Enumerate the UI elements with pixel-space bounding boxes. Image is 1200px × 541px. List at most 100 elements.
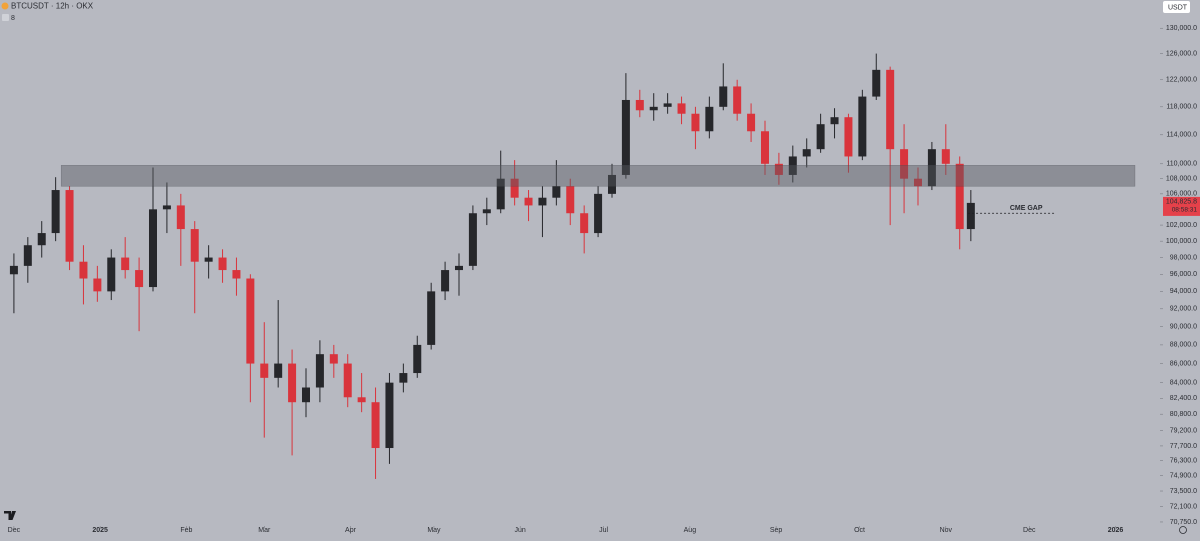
zone	[60, 165, 1136, 187]
x-tick-label: Dec	[8, 527, 21, 534]
candle-body	[844, 117, 853, 157]
candle-body	[329, 354, 338, 364]
candle-body	[232, 270, 241, 279]
candle-body	[218, 257, 227, 271]
y-tick-label: 108,000.0	[1166, 176, 1197, 183]
candle-body	[760, 131, 769, 164]
candle-body	[552, 186, 561, 198]
countdown-label: 08:58:31	[1172, 207, 1198, 214]
candle-body	[107, 257, 116, 292]
y-tick-label: 84,000.0	[1170, 379, 1197, 386]
candle-body	[955, 163, 964, 230]
y-tick-label: 88,000.0	[1170, 342, 1197, 349]
annotation-label: CME GAP	[1010, 205, 1043, 212]
clock-icon[interactable]	[1179, 526, 1187, 534]
candle-body	[260, 363, 269, 378]
chart-title: BTCUSDT · 12h · OKX	[11, 2, 94, 11]
candle-body	[607, 174, 616, 194]
candle-body	[691, 113, 700, 132]
candle-body	[176, 205, 185, 230]
candle-body	[927, 149, 936, 187]
y-tick-label: 73,500.0	[1170, 488, 1197, 495]
candle-body	[510, 178, 519, 198]
y-tick-label: 114,000.0	[1166, 132, 1197, 139]
candle-body	[246, 278, 255, 364]
candle-body	[580, 213, 589, 234]
candle-body	[496, 178, 505, 210]
currency-label: USDT	[1168, 4, 1188, 11]
candle-body	[204, 257, 213, 262]
candle-body	[482, 209, 491, 214]
y-tick-label: 100,000.0	[1166, 238, 1197, 245]
candle-body	[385, 382, 394, 449]
y-tick-label: 122,000.0	[1166, 77, 1197, 84]
y-tick-label: 102,000.0	[1166, 222, 1197, 229]
candle-body	[719, 86, 728, 107]
candle-body	[93, 278, 102, 292]
y-tick-label: 92,000.0	[1170, 306, 1197, 313]
y-tick-label: 90,000.0	[1170, 324, 1197, 331]
y-tick-label: 126,000.0	[1166, 50, 1197, 57]
x-tick-label: Apr	[345, 527, 357, 534]
candle-body	[966, 202, 975, 230]
candle-body	[79, 261, 88, 279]
candle-body	[162, 205, 171, 210]
candle-body	[343, 363, 352, 398]
candle-body	[886, 69, 895, 150]
x-tick-label: Nov	[940, 527, 953, 534]
candle-body	[524, 197, 533, 206]
candle-body	[427, 291, 436, 345]
candle-body	[413, 344, 422, 374]
candle-body	[635, 99, 644, 111]
candle-body	[816, 124, 825, 150]
x-tick-label: Dec	[1023, 527, 1036, 534]
candle-body	[913, 178, 922, 187]
y-tick-label: 118,000.0	[1166, 104, 1197, 111]
candle-body	[454, 265, 463, 271]
y-tick-label: 94,000.0	[1170, 288, 1197, 295]
currency-button[interactable]	[1163, 1, 1190, 13]
y-tick-label: 76,300.0	[1170, 458, 1197, 465]
candle-body	[9, 265, 18, 275]
y-tick-label: 82,400.0	[1170, 395, 1197, 402]
indicator-icon[interactable]	[2, 14, 9, 21]
y-tick-label: 70,750.0	[1170, 519, 1197, 526]
x-tick-label: May	[427, 527, 441, 534]
candle-body	[830, 117, 839, 125]
y-tick-label: 72,100.0	[1170, 503, 1197, 510]
candle-body	[51, 190, 60, 234]
candle-body	[357, 397, 366, 403]
candle-body	[288, 363, 297, 403]
candle-body	[566, 186, 575, 214]
x-tick-label: Sep	[770, 527, 783, 534]
y-tick-label: 74,900.0	[1170, 473, 1197, 480]
candle-body	[705, 106, 714, 132]
candle-body	[37, 233, 46, 246]
candle-body	[23, 245, 32, 266]
candle-body	[594, 193, 603, 234]
y-tick-label: 96,000.0	[1170, 271, 1197, 278]
symbol-icon	[1, 2, 9, 10]
candle-body	[872, 69, 881, 97]
x-tick-label: Aug	[684, 527, 697, 534]
indicator-count: 8	[11, 15, 15, 22]
candle-body	[900, 149, 909, 179]
x-tick-label: Mar	[258, 527, 271, 534]
y-tick-label: 106,000.0	[1166, 191, 1197, 198]
candle-body	[371, 402, 380, 449]
x-tick-label: 2026	[1108, 527, 1124, 534]
candle-body	[733, 86, 742, 114]
candle-body	[941, 149, 950, 164]
candle-body	[274, 363, 283, 378]
y-tick-label: 98,000.0	[1170, 254, 1197, 261]
candle-body	[468, 213, 477, 266]
candle-body	[747, 113, 756, 132]
candle-body	[538, 197, 547, 206]
x-tick-label: 2025	[92, 527, 108, 534]
x-tick-label: Jun	[515, 527, 526, 534]
candle-body	[663, 103, 672, 107]
x-tick-label: Feb	[180, 527, 192, 534]
